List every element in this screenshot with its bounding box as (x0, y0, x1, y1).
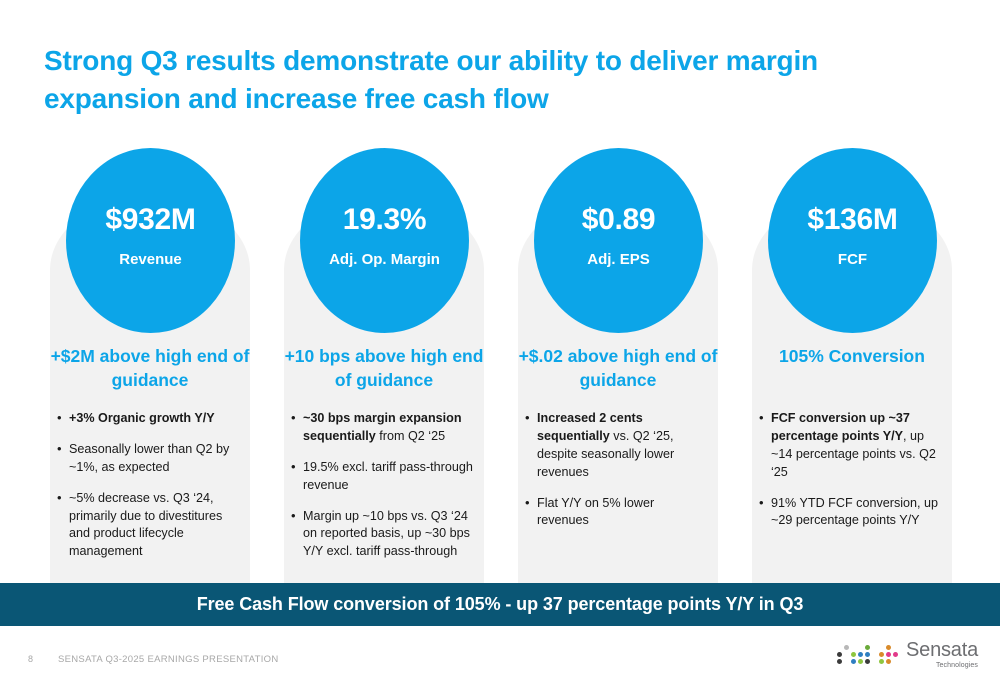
metric-label: FCF (837, 250, 868, 268)
page-title: Strong Q3 results demonstrate our abilit… (44, 45, 818, 115)
bullet-item: Increased 2 cents sequentially vs. Q2 ‘2… (524, 409, 708, 482)
bullet-item: Margin up ~10 bps vs. Q3 ‘24 on reported… (290, 507, 474, 562)
metric-value: $136M (807, 203, 898, 237)
metric-subheading-adj-eps: +$.02 above high end of guidance (518, 346, 718, 390)
summary-banner: Free Cash Flow conversion of 105% - up 3… (0, 583, 1000, 626)
bullet-list-fcf: FCF conversion up ~37 percentage points … (758, 409, 942, 543)
bullet-item: FCF conversion up ~37 percentage points … (758, 409, 942, 482)
bullet-item: ~5% decrease vs. Q3 ‘24, primarily due t… (56, 489, 240, 562)
logo-dot-matrix-icon (837, 645, 898, 664)
bullet-item: 91% YTD FCF conversion, up ~29 percentag… (758, 494, 942, 531)
metric-circle-fcf: $136M FCF (768, 148, 937, 333)
logo-tagline: Technologies (935, 662, 978, 669)
slide-footer: 8 SENSATA Q3-2025 EARNINGS PRESENTATION … (0, 626, 1000, 685)
metric-label: Adj. Op. Margin (329, 250, 440, 268)
metric-subheading-revenue: +$2M above high end of guidance (50, 346, 250, 390)
metric-subheading-adj-op-margin: +10 bps above high end of guidance (284, 346, 484, 390)
bullet-item: Flat Y/Y on 5% lower revenues (524, 494, 708, 531)
bullet-item: ~30 bps margin expansion sequentially fr… (290, 409, 474, 446)
bullet-list-adj-op-margin: ~30 bps margin expansion sequentially fr… (290, 409, 474, 574)
bullet-list-adj-eps: Increased 2 cents sequentially vs. Q2 ‘2… (524, 409, 708, 543)
sensata-logo: Sensata Technologies (837, 640, 978, 669)
metric-circle-adj-op-margin: 19.3% Adj. Op. Margin (300, 148, 469, 333)
metric-circle-adj-eps: $0.89 Adj. EPS (534, 148, 703, 333)
metric-value: $932M (105, 203, 196, 237)
summary-banner-text: Free Cash Flow conversion of 105% - up 3… (196, 594, 804, 614)
metric-value: 19.3% (342, 203, 427, 237)
bullet-item: Seasonally lower than Q2 by ~1%, as expe… (56, 440, 240, 477)
bullet-item: +3% Organic growth Y/Y (56, 409, 240, 428)
metric-subheading-fcf: 105% Conversion (779, 346, 925, 366)
footer-label: SENSATA Q3-2025 EARNINGS PRESENTATION (58, 654, 279, 665)
page-number: 8 (28, 654, 34, 664)
metric-circle-revenue: $932M Revenue (66, 148, 235, 333)
metric-value: $0.89 (581, 203, 656, 237)
metric-label: Adj. EPS (587, 250, 650, 268)
logo-wordmark: Sensata Technologies (906, 640, 978, 669)
logo-name: Sensata (906, 639, 978, 661)
bullet-list-revenue: +3% Organic growth Y/Y Seasonally lower t… (56, 409, 240, 574)
metric-label: Revenue (119, 250, 182, 268)
bullet-item: 19.5% excl. tariff pass-through revenue (290, 458, 474, 495)
